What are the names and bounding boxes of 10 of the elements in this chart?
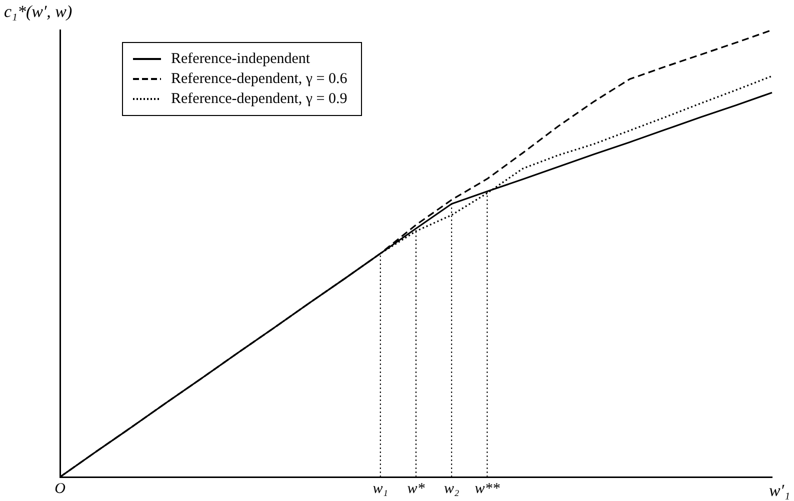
x-tick-label: w₁ [372,480,388,497]
legend-label: Reference-dependent, γ = 0.6 [171,70,348,89]
x-tick-label: w** [474,480,500,497]
x-tick-label: w₂ [444,480,460,497]
x-tick-label: w* [407,480,426,497]
legend-label: Reference-independent [171,50,310,69]
x-axis-title: w′₁ [769,480,790,500]
x-tick-label: O [54,480,66,497]
y-axis-title: c₁*(w′, w) [4,2,73,21]
legend-label: Reference-dependent, γ = 0.9 [171,90,348,109]
